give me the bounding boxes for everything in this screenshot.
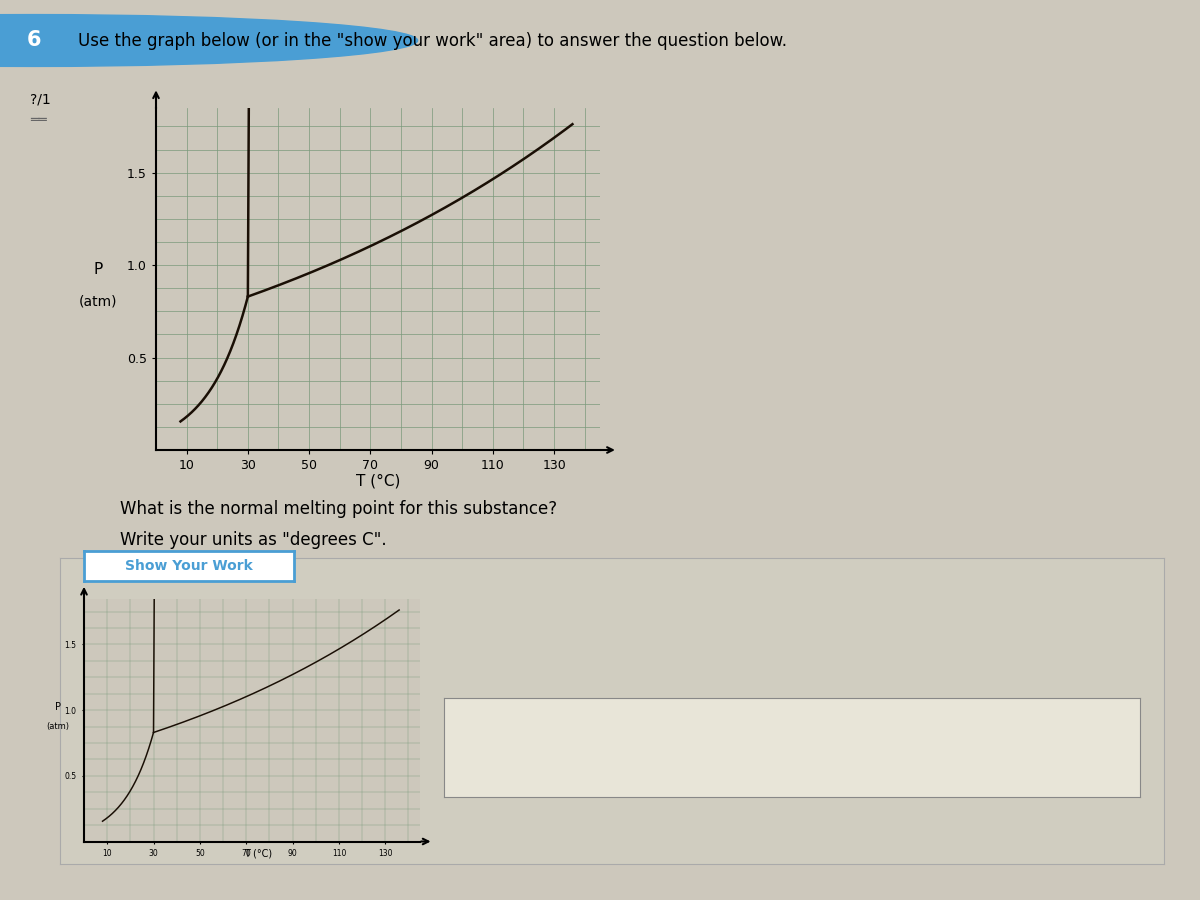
- Text: What is the normal melting point for this substance?: What is the normal melting point for thi…: [120, 500, 557, 518]
- Text: P: P: [94, 263, 103, 277]
- Text: T (°C): T (°C): [244, 848, 272, 859]
- Text: Show Your Work: Show Your Work: [125, 559, 253, 572]
- Text: Write your units as "degrees C".: Write your units as "degrees C".: [120, 531, 386, 549]
- Text: (atm): (atm): [46, 722, 70, 731]
- Circle shape: [0, 14, 418, 67]
- Text: T (°C): T (°C): [356, 474, 400, 489]
- Text: ══: ══: [30, 113, 47, 127]
- Text: (atm): (atm): [79, 294, 118, 309]
- Text: P: P: [55, 701, 60, 712]
- Text: 6: 6: [26, 31, 41, 50]
- Text: ?/1: ?/1: [30, 93, 50, 106]
- Text: Use the graph below (or in the "show your work" area) to answer the question bel: Use the graph below (or in the "show you…: [78, 32, 787, 50]
